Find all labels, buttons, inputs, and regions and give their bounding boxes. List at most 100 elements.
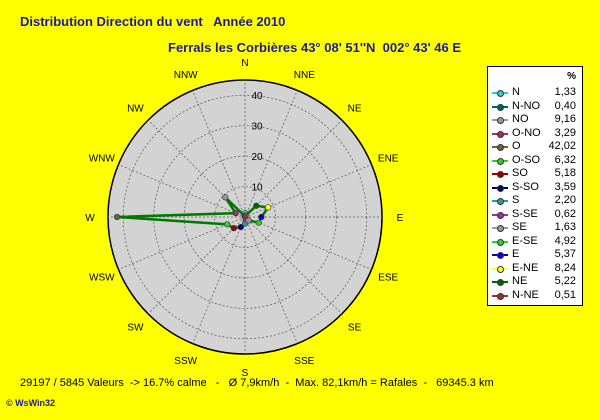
legend-value: 1,33 bbox=[554, 86, 576, 98]
chart-subtitle: Ferrals les Corbières 43° 08' 51''N 002°… bbox=[168, 40, 462, 55]
legend: % N 1,33 N-NO 0,40 NO 9,16 O-NO 3,29 O 42,02 O-SO 6… bbox=[487, 66, 583, 306]
legend-value: 3,59 bbox=[554, 180, 576, 193]
data-point bbox=[265, 204, 272, 211]
legend-entry: E 5,37 bbox=[488, 248, 582, 262]
legend-label: N-NE bbox=[512, 288, 539, 301]
legend-marker-icon bbox=[492, 211, 508, 219]
legend-label: E-NE bbox=[512, 261, 539, 274]
legend-value: 0,51 bbox=[554, 288, 576, 301]
legend-entry: S 2,20 bbox=[488, 194, 582, 208]
legend-entry: E-SE 4,92 bbox=[488, 235, 582, 249]
legend-entry: O-NO 3,29 bbox=[488, 127, 582, 141]
legend-value: 3,29 bbox=[554, 126, 576, 139]
legend-entry: E-NE 8,24 bbox=[488, 262, 582, 276]
direction-label: NW bbox=[127, 103, 144, 114]
data-point bbox=[222, 194, 229, 201]
legend-value: 8,24 bbox=[554, 261, 576, 274]
grid-spoke bbox=[244, 216, 372, 270]
legend-marker-icon bbox=[492, 184, 508, 192]
brand-label: © WsWin32 bbox=[6, 398, 56, 408]
legend-label: SO bbox=[512, 167, 528, 179]
legend-value: 1,63 bbox=[554, 221, 576, 233]
legend-label: E bbox=[512, 248, 520, 260]
data-point bbox=[224, 221, 231, 228]
legend-value: 0,62 bbox=[554, 207, 576, 220]
legend-entry: NO 9,16 bbox=[488, 113, 582, 127]
direction-label: WSW bbox=[89, 272, 115, 283]
legend-entry: N 1,33 bbox=[488, 86, 582, 100]
legend-value: 6,32 bbox=[554, 153, 576, 166]
legend-value: 5,37 bbox=[554, 248, 576, 260]
data-point bbox=[237, 223, 244, 231]
legend-marker-icon bbox=[492, 225, 508, 232]
direction-label: SSE bbox=[294, 356, 314, 367]
legend-value: 9,16 bbox=[554, 113, 576, 125]
legend-label: NE bbox=[512, 275, 528, 287]
grid-spoke bbox=[244, 216, 343, 315]
direction-label: E bbox=[397, 213, 404, 224]
legend-marker-icon bbox=[492, 90, 508, 97]
grid-spoke bbox=[118, 164, 246, 218]
grid-ring bbox=[153, 125, 337, 309]
legend-entry: N-NO 0,40 bbox=[488, 100, 582, 114]
data-point bbox=[245, 217, 252, 224]
direction-label: N bbox=[241, 58, 248, 69]
grid-spoke bbox=[244, 90, 298, 218]
data-point bbox=[230, 225, 237, 232]
legend-entry: O 42,02 bbox=[488, 140, 582, 154]
data-point bbox=[258, 213, 265, 221]
legend-marker-icon bbox=[492, 171, 508, 178]
direction-label: NNE bbox=[294, 70, 315, 81]
direction-label: WNW bbox=[89, 154, 116, 165]
radial-tick-label: 20 bbox=[251, 152, 263, 163]
data-point bbox=[232, 210, 239, 217]
grid-spoke bbox=[118, 216, 246, 270]
legend-label: S-SE bbox=[512, 207, 538, 220]
legend-value: 42,02 bbox=[548, 140, 576, 152]
direction-label: W bbox=[85, 213, 95, 224]
legend-label: N-NO bbox=[512, 99, 541, 112]
data-point bbox=[113, 213, 121, 221]
legend-entry: S-SE 0,62 bbox=[488, 208, 582, 222]
legend-marker-icon bbox=[492, 265, 508, 273]
grid-ring bbox=[214, 186, 276, 248]
legend-entry: SO 5,18 bbox=[488, 167, 582, 181]
legend-label: S bbox=[512, 194, 520, 206]
radial-tick-label: 10 bbox=[251, 183, 263, 194]
legend-unit: % bbox=[567, 71, 576, 82]
legend-marker-icon bbox=[492, 252, 508, 259]
legend-label: O-NO bbox=[512, 126, 541, 139]
legend-entry: N-NE 0,51 bbox=[488, 289, 582, 303]
radial-tick-label: 40 bbox=[251, 91, 263, 102]
direction-label: ESE bbox=[378, 272, 398, 283]
data-point bbox=[242, 212, 249, 219]
direction-label: SSW bbox=[174, 356, 197, 367]
legend-value: 5,18 bbox=[554, 167, 576, 179]
legend-value: 0,40 bbox=[554, 99, 576, 112]
legend-rows: N 1,33 N-NO 0,40 NO 9,16 O-NO 3,29 O 42,02 O-SO 6,3… bbox=[488, 86, 582, 302]
legend-marker-icon bbox=[492, 103, 508, 111]
grid-spoke bbox=[244, 216, 298, 344]
data-point bbox=[253, 202, 260, 209]
legend-marker-icon bbox=[492, 198, 508, 205]
grid-spoke bbox=[147, 119, 246, 218]
footer-stats: 29197 / 5845 Valeurs -> 16.7% calme - Ø … bbox=[20, 377, 494, 389]
chart-title: Distribution Direction du vent Année 201… bbox=[20, 14, 286, 29]
legend-marker-icon bbox=[492, 157, 508, 165]
legend-entry: S-SO 3,59 bbox=[488, 181, 582, 195]
direction-label: NNW bbox=[174, 70, 198, 81]
legend-value: 4,92 bbox=[554, 234, 576, 247]
grid-spoke bbox=[192, 90, 246, 218]
direction-label: SW bbox=[127, 323, 144, 334]
legend-marker-icon bbox=[492, 130, 508, 138]
grid-spoke bbox=[147, 216, 246, 315]
legend-label: SE bbox=[512, 221, 527, 233]
grid-spoke bbox=[244, 164, 372, 218]
legend-marker-icon bbox=[492, 279, 508, 286]
legend-marker-icon bbox=[492, 292, 508, 300]
grid-spoke bbox=[192, 216, 246, 344]
radial-tick-label: 30 bbox=[251, 122, 263, 133]
direction-label: NE bbox=[348, 103, 362, 114]
legend-label: NO bbox=[512, 113, 529, 125]
